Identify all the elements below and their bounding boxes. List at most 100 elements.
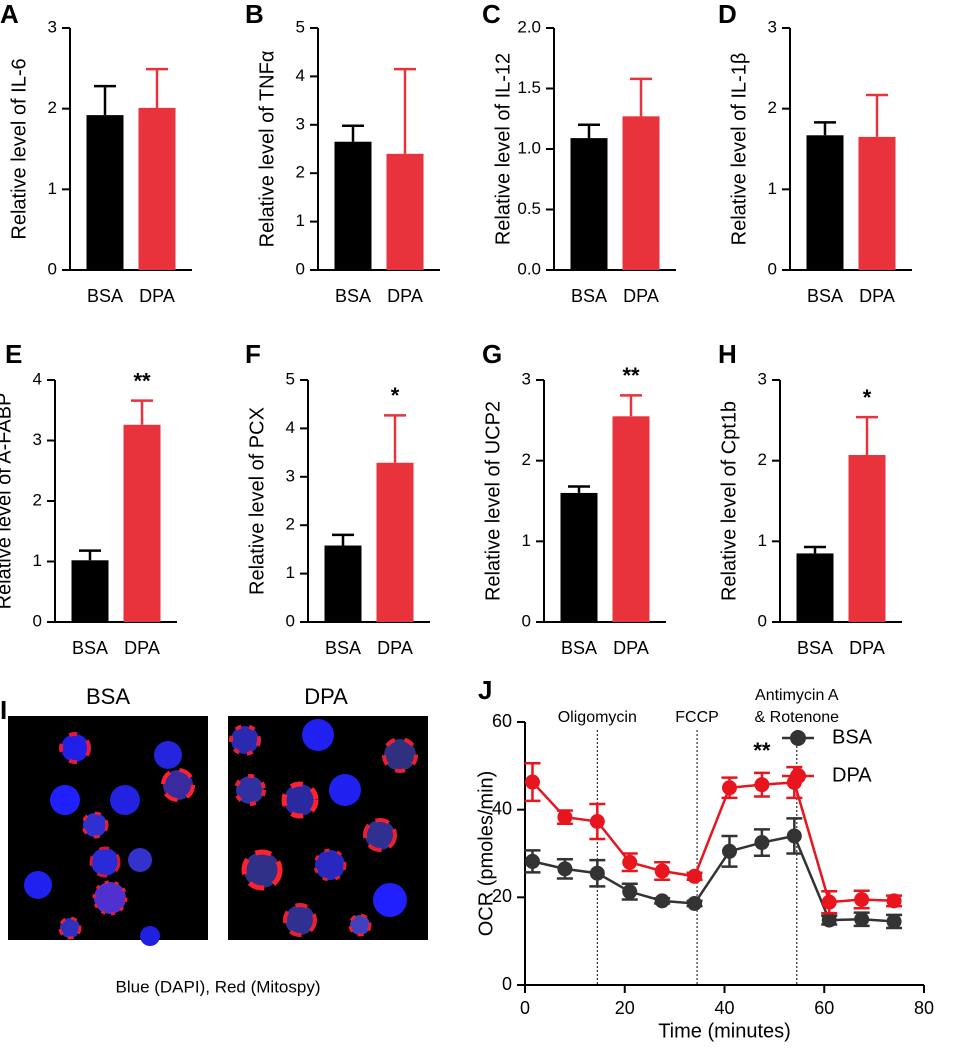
point [557, 861, 573, 877]
y-tick-label: 1 [33, 551, 42, 570]
y-tick-label: 0.5 [517, 199, 541, 218]
y-tick-label: 2 [48, 98, 57, 117]
bar [376, 462, 414, 622]
error-bar [578, 123, 600, 139]
series-line [531, 781, 895, 904]
legend-label: BSA [832, 726, 873, 748]
error-bar [856, 415, 878, 456]
y-tick-label: 4 [286, 418, 295, 437]
y-axis-label: Relative level of Cpt1b [718, 401, 740, 601]
y-tick-label: 3 [33, 430, 42, 449]
error-bar [394, 67, 416, 154]
x-tick-label: 80 [914, 998, 934, 1018]
y-tick-label: 0 [33, 611, 42, 630]
point [524, 853, 540, 869]
bar [612, 416, 650, 622]
y-tick-label: 40 [492, 798, 512, 818]
injection-label: & Rotenone [755, 709, 840, 726]
injection-label: Antimycin A [755, 687, 839, 704]
bar [560, 492, 598, 622]
y-axis-label: Relative level of TNFα [256, 51, 278, 248]
y-tick-label: 1 [758, 531, 767, 550]
legend-label: DPA [832, 764, 872, 786]
y-tick-label: 20 [492, 886, 512, 906]
error-bar [866, 93, 888, 137]
error-bar [79, 549, 101, 561]
bar [138, 107, 176, 270]
bar [622, 116, 660, 270]
panel-letter: F [245, 339, 261, 369]
point [589, 865, 605, 881]
y-tick-label: 1.5 [517, 78, 541, 97]
point [754, 835, 770, 851]
error-bar [146, 67, 168, 108]
panel-letter: J [478, 675, 492, 705]
point [721, 780, 737, 796]
bar [324, 545, 362, 622]
point [854, 911, 870, 927]
x-tick-label: BSA [72, 638, 108, 658]
x-tick-label: DPA [387, 286, 423, 306]
y-tick-label: 0 [286, 611, 295, 630]
x-tick-label: DPA [139, 286, 175, 306]
point [687, 895, 703, 911]
x-tick-label: DPA [613, 638, 649, 658]
y-tick-label: 5 [286, 369, 295, 388]
y-tick-label: 3 [758, 369, 767, 388]
panel-letter: H [718, 339, 737, 369]
error-bar [568, 485, 590, 493]
y-tick-label: 0 [48, 259, 57, 278]
y-tick-label: 60 [492, 711, 512, 731]
panel-letter: A [0, 0, 19, 29]
panel-letter: C [482, 0, 501, 29]
y-tick-label: 2.0 [517, 17, 541, 36]
bar [570, 138, 608, 270]
y-tick-label: 2 [768, 98, 777, 117]
y-axis-label: Relative level of PCX [246, 407, 268, 595]
point [557, 809, 573, 825]
y-axis-label: Relative level of IL-1β [728, 53, 750, 246]
y-axis-label: Relative level of UCP2 [482, 401, 504, 601]
y-axis-label: OCR (pmoles/min) [475, 771, 497, 937]
point [654, 863, 670, 879]
image-caption: Blue (DAPI), Red (Mitospy) [116, 977, 321, 996]
significance-label: ** [622, 363, 640, 388]
injection-label: FCCP [675, 709, 719, 726]
error-bar [620, 394, 642, 417]
point [786, 828, 802, 844]
point [886, 893, 902, 909]
point [589, 814, 605, 830]
y-tick-label: 2 [286, 515, 295, 534]
error-bar [342, 124, 364, 142]
y-tick-label: 3 [768, 17, 777, 36]
bar [86, 115, 124, 271]
image-title: BSA [86, 684, 130, 709]
y-tick-label: 0 [296, 259, 305, 278]
y-tick-label: 1 [768, 179, 777, 198]
bar [71, 560, 109, 622]
y-tick-label: 3 [522, 369, 531, 388]
injection-label: Oligomycin [558, 709, 637, 726]
significance-label: * [863, 385, 872, 410]
y-tick-label: 2 [522, 450, 531, 469]
x-tick-label: 0 [520, 998, 530, 1018]
cells-bsa [24, 732, 195, 946]
x-tick-label: BSA [325, 638, 361, 658]
error-bar [94, 84, 116, 116]
cells-dpa [229, 719, 418, 937]
legend-marker [790, 768, 806, 784]
error-bar [630, 77, 652, 117]
y-tick-label: 2 [296, 163, 305, 182]
panel-letter: G [482, 339, 502, 369]
point [687, 868, 703, 884]
bar [848, 455, 886, 622]
bar [806, 135, 844, 270]
y-tick-label: 3 [48, 17, 57, 36]
x-tick-label: BSA [561, 638, 597, 658]
x-tick-label: DPA [124, 638, 160, 658]
y-tick-label: 1 [522, 531, 531, 550]
y-tick-label: 2 [758, 450, 767, 469]
panel-letter: B [245, 0, 264, 29]
x-tick-label: 60 [814, 998, 834, 1018]
